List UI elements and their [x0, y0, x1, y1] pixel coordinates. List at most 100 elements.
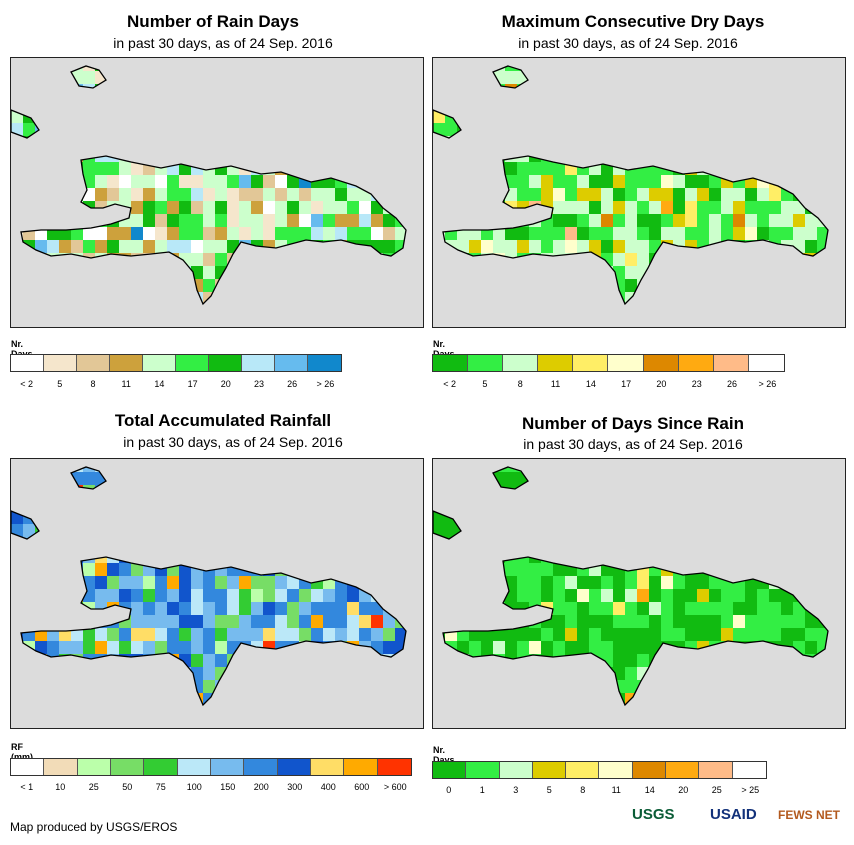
legend-swatch [632, 762, 667, 778]
legend-label: > 26 [316, 379, 335, 389]
legend-swatch [44, 759, 78, 775]
legend-label: 20 [678, 785, 689, 795]
panel-title: Number of Rain Days [127, 12, 299, 31]
legend-label: 14 [644, 785, 655, 795]
legend-label: 25 [88, 782, 99, 792]
legend-swatch [11, 759, 45, 775]
legend-swatch [468, 355, 504, 371]
panel-title: Number of Days Since Rain [521, 414, 744, 433]
legend-label: 5 [482, 379, 488, 389]
legend-swatch [499, 762, 533, 778]
legend-swatch [608, 355, 644, 371]
legend-swatch [209, 355, 242, 371]
legend-swatch [210, 759, 245, 775]
map-graphic [11, 466, 407, 707]
legend-swatch [433, 355, 469, 371]
legend-swatch [713, 355, 749, 371]
legend-color-bar [10, 758, 412, 776]
legend-swatch [77, 355, 110, 371]
legend-label: 8 [517, 379, 523, 389]
legend-label: < 2 [443, 379, 457, 389]
legend-swatch [748, 355, 784, 371]
panel-subtitle: in past 30 days, as of 24 Sep. 2016 [113, 35, 333, 51]
legend-swatch [732, 762, 766, 778]
legend-label: 26 [287, 379, 298, 389]
legend-swatch [44, 355, 77, 371]
map-rain-days [10, 57, 424, 328]
legend-label: > 600 [383, 782, 407, 792]
legend-label: 23 [253, 379, 265, 389]
legend-label: 20 [656, 379, 667, 389]
legend-label: > 25 [741, 785, 760, 795]
legend-label: > 26 [758, 379, 777, 389]
legend-label: 0 [446, 785, 452, 795]
map-accumulated-rainfall [10, 458, 424, 729]
legend-label: 3 [513, 785, 519, 795]
legend-label: 200 [253, 782, 269, 792]
legend-label: 11 [121, 379, 131, 389]
legend-swatch [244, 759, 278, 775]
legend-label: 14 [585, 379, 596, 389]
panel-title: Maximum Consecutive Dry Days [501, 12, 765, 31]
panel-title: Total Accumulated Rainfall [114, 411, 332, 430]
legend-title: Nr. Days [433, 745, 455, 765]
legend-label: < 2 [20, 379, 33, 389]
legend-swatch [176, 355, 209, 371]
map-graphic [11, 65, 407, 306]
map-graphic [433, 466, 829, 707]
legend-swatch [77, 759, 111, 775]
legend-swatch [678, 355, 714, 371]
map-days-since-rain [432, 458, 846, 729]
legend-label: 23 [691, 379, 702, 389]
fewsnet-logo: FEWS NET [778, 808, 840, 822]
legend-swatch [144, 759, 178, 775]
legend-swatch [377, 759, 411, 775]
panel-subtitle: in past 30 days, as of 24 Sep. 2016 [518, 35, 738, 51]
legend-label: 150 [220, 782, 236, 792]
legend-swatch [566, 762, 600, 778]
legend-label: 11 [611, 785, 621, 795]
legend-swatch [277, 759, 311, 775]
panel-subtitle: in past 30 days, as of 24 Sep. 2016 [523, 436, 743, 452]
legend-label: < 1 [20, 782, 34, 792]
legend-swatch [275, 355, 308, 371]
legend-label: 50 [122, 782, 133, 792]
usgs-logo: USGS [632, 806, 675, 823]
legend-label: 75 [155, 782, 166, 792]
legend-label: 17 [621, 379, 632, 389]
legend-label: 5 [546, 785, 552, 795]
legend-swatch [177, 759, 211, 775]
legend-color-bar [432, 761, 767, 779]
legend-label: 11 [550, 379, 561, 389]
legend-color-bar [10, 354, 342, 372]
legend-label: 25 [711, 785, 722, 795]
legend-label: 5 [57, 379, 63, 389]
legend-swatch [599, 762, 633, 778]
legend-swatch [643, 355, 679, 371]
legend-swatch [699, 762, 733, 778]
legend-swatch [344, 759, 378, 775]
legend-label: 1 [479, 785, 485, 795]
legend-color-bar [432, 354, 785, 372]
legend-swatch [433, 762, 467, 778]
legend-title: RF (mm) [11, 742, 33, 762]
legend-swatch [143, 355, 176, 371]
legend-label: 14 [154, 379, 165, 389]
legend-swatch [503, 355, 539, 371]
map-graphic [433, 65, 829, 306]
legend-label: 10 [55, 782, 66, 792]
agency-logos: USGS USAID FEWS NET [632, 806, 844, 832]
legend-swatch [110, 355, 143, 371]
legend-swatch [310, 759, 345, 775]
legend-label: 8 [90, 379, 96, 389]
legend-label: 26 [727, 379, 738, 389]
usaid-logo: USAID [710, 806, 757, 823]
legend-label: 8 [580, 785, 586, 795]
legend-label: 600 [354, 782, 370, 792]
legend-swatch [110, 759, 145, 775]
legend-label: 100 [186, 782, 202, 792]
legend-swatch [573, 355, 609, 371]
legend-swatch [532, 762, 567, 778]
legend-swatch [308, 355, 341, 371]
legend-swatch [538, 355, 574, 371]
